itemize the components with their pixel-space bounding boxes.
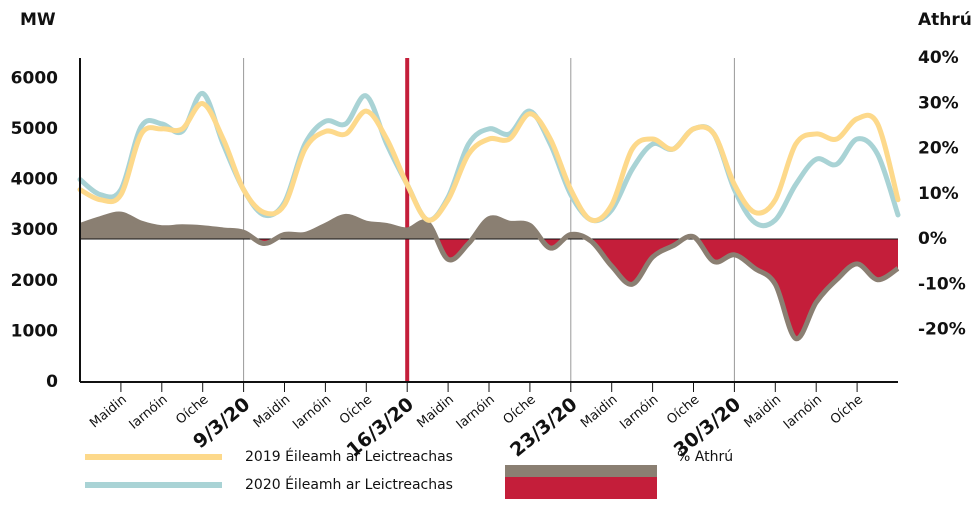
x-tick-label: Maidin	[251, 392, 294, 431]
x-tick-label: Iarnóin	[617, 392, 661, 432]
y2-tick-label: 40%	[918, 48, 959, 68]
x-tick-label: Iarnóin	[454, 392, 498, 432]
x-tick-label: Oíche	[828, 392, 866, 427]
y-axis-title: MW	[20, 10, 56, 30]
x-tick-label: Iarnóin	[290, 392, 334, 432]
x-tick-label: Maidin	[578, 392, 621, 431]
y-tick-label: 5000	[11, 119, 58, 139]
y2-tick-label: -10%	[918, 274, 966, 294]
x-tick-label: Maidin	[414, 392, 457, 431]
legend-label: % Athrú	[677, 449, 733, 465]
legend-label: 2019 Éileamh ar Leictreachas	[245, 448, 453, 465]
area-negative	[80, 239, 898, 339]
y-tick-label: 1000	[11, 321, 58, 341]
legend-swatch	[505, 465, 657, 477]
x-tick-label: Maidin	[87, 392, 130, 431]
y2-tick-label: 30%	[918, 93, 959, 113]
legend-label: 2020 Éileamh ar Leictreachas	[245, 476, 453, 493]
line	[77, 101, 901, 224]
change-line	[79, 211, 900, 342]
y-tick-label: 4000	[11, 170, 58, 190]
legend-swatch	[505, 477, 657, 499]
x-tick-label: Maidin	[742, 392, 785, 431]
y2-tick-label: 10%	[918, 184, 959, 204]
x-tick-label: Iarnóin	[781, 392, 825, 432]
y2-axis-title: Athrú	[918, 10, 972, 30]
y-tick-label: 6000	[11, 68, 58, 88]
y2-tick-label: 20%	[918, 139, 959, 159]
y-tick-label: 3000	[11, 220, 58, 240]
y-tick-label: 0	[46, 372, 58, 392]
y2-tick-label: 0%	[918, 229, 947, 249]
x-tick-label: Iarnóin	[127, 392, 171, 432]
y2-tick-label: -20%	[918, 320, 966, 340]
line	[77, 91, 901, 229]
y-tick-label: 2000	[11, 271, 58, 291]
